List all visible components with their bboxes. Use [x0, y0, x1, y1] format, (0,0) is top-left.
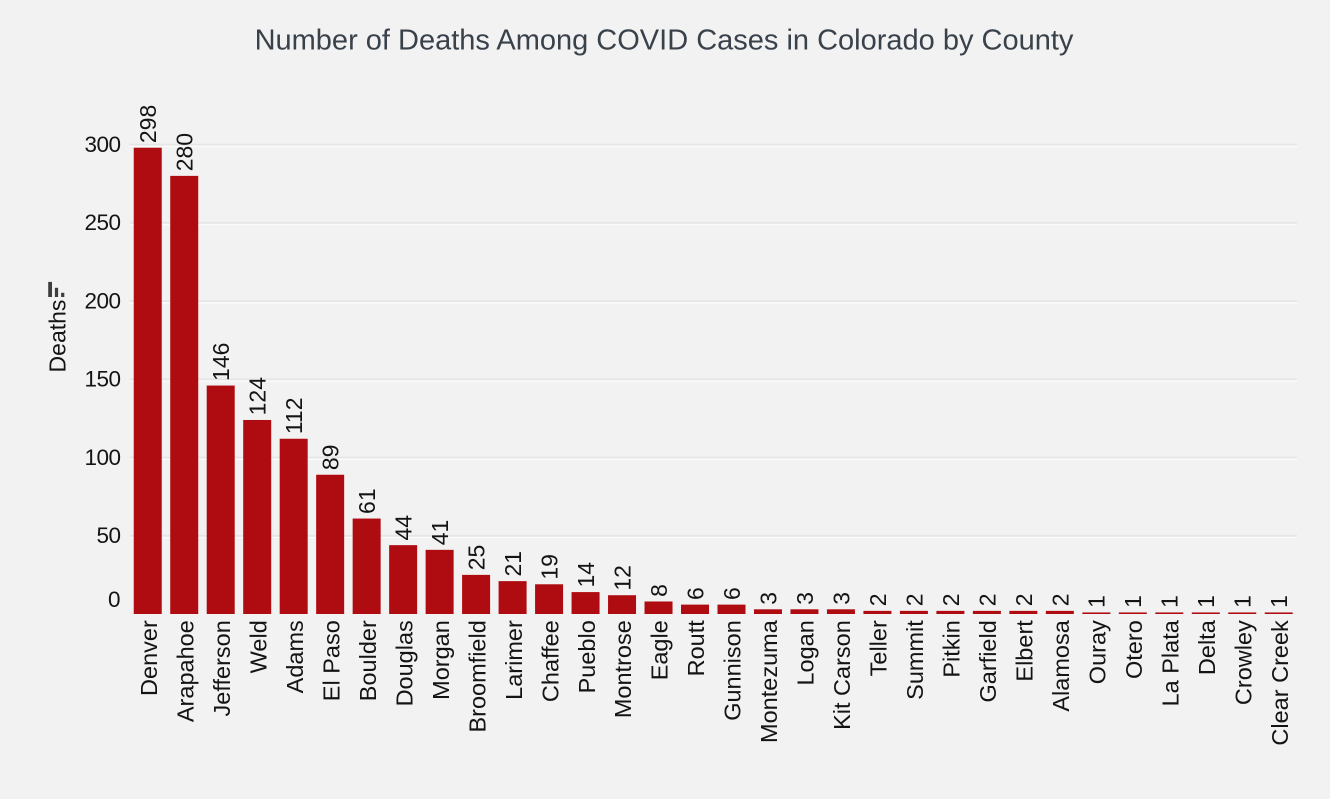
svg-text:Pitkin: Pitkin [939, 620, 965, 677]
svg-text:Routt: Routt [683, 620, 709, 677]
svg-text:Clear Creek: Clear Creek [1267, 620, 1293, 746]
svg-text:200: 200 [84, 288, 120, 313]
svg-text:Pueblo: Pueblo [574, 620, 600, 693]
svg-text:Douglas: Douglas [391, 620, 417, 706]
svg-text:Jefferson: Jefferson [209, 620, 235, 716]
svg-text:150: 150 [84, 367, 120, 392]
svg-text:Otero: Otero [1121, 620, 1147, 679]
svg-text:61: 61 [354, 488, 380, 514]
svg-text:146: 146 [208, 343, 234, 381]
svg-text:41: 41 [427, 520, 453, 546]
svg-text:1: 1 [1157, 595, 1183, 608]
svg-text:280: 280 [172, 133, 198, 171]
svg-text:La Plata: La Plata [1158, 619, 1184, 706]
svg-text:Montezuma: Montezuma [756, 619, 782, 743]
svg-text:44: 44 [391, 515, 417, 541]
svg-text:Morgan: Morgan [428, 620, 454, 700]
svg-text:Teller: Teller [866, 620, 892, 676]
svg-text:8: 8 [646, 584, 672, 597]
svg-text:124: 124 [245, 377, 271, 416]
svg-text:Eagle: Eagle [647, 620, 673, 680]
svg-text:3: 3 [792, 592, 818, 605]
svg-text:298: 298 [135, 105, 161, 143]
svg-text:1: 1 [1266, 595, 1292, 608]
svg-text:Kit Carson: Kit Carson [829, 620, 855, 730]
svg-text:Deaths: Deaths [44, 300, 70, 373]
svg-text:2: 2 [901, 593, 927, 606]
svg-text:25: 25 [464, 545, 490, 571]
svg-text:Number of Deaths Among COVID C: Number of Deaths Among COVID Cases in Co… [255, 25, 1074, 57]
svg-text:Summit: Summit [902, 620, 928, 700]
svg-text:6: 6 [682, 587, 708, 600]
svg-text:1: 1 [1193, 595, 1219, 608]
svg-text:Larimer: Larimer [501, 620, 527, 700]
svg-text:12: 12 [609, 565, 635, 591]
svg-text:50: 50 [96, 523, 120, 548]
svg-text:El Paso: El Paso [318, 620, 344, 701]
svg-text:89: 89 [318, 445, 344, 471]
svg-text:2: 2 [938, 593, 964, 606]
svg-text:Logan: Logan [793, 620, 819, 685]
svg-text:3: 3 [828, 592, 854, 605]
svg-text:Arapahoe: Arapahoe [172, 620, 198, 722]
svg-text:Ouray: Ouray [1085, 620, 1111, 684]
svg-text:250: 250 [84, 210, 120, 235]
svg-text:0: 0 [108, 587, 121, 612]
svg-text:Garfield: Garfield [975, 620, 1001, 702]
svg-text:1: 1 [1084, 595, 1110, 608]
svg-text:Adams: Adams [282, 620, 308, 693]
svg-text:1: 1 [1230, 595, 1256, 608]
svg-text:3: 3 [755, 592, 781, 605]
svg-text:6: 6 [719, 587, 745, 600]
svg-text:2: 2 [1011, 593, 1037, 606]
svg-text:2: 2 [974, 593, 1000, 606]
svg-text:Elbert: Elbert [1012, 620, 1038, 682]
svg-text:Weld: Weld [245, 620, 271, 673]
svg-text:Gunnison: Gunnison [720, 620, 746, 721]
svg-text:Crowley: Crowley [1230, 620, 1256, 705]
svg-text:112: 112 [281, 397, 307, 434]
svg-text:21: 21 [500, 551, 526, 577]
svg-text:100: 100 [84, 445, 120, 470]
svg-text:2: 2 [1047, 593, 1073, 606]
svg-text:300: 300 [84, 132, 120, 157]
svg-text:Montrose: Montrose [610, 620, 636, 718]
svg-text:Delta: Delta [1194, 619, 1220, 675]
svg-text:Alamosa: Alamosa [1048, 619, 1074, 711]
svg-text:Denver: Denver [136, 620, 162, 696]
svg-text:Broomfield: Broomfield [464, 620, 490, 732]
svg-text:2: 2 [865, 593, 891, 606]
svg-text:19: 19 [536, 554, 562, 580]
svg-text:14: 14 [573, 562, 599, 588]
svg-text:1: 1 [1120, 595, 1146, 608]
svg-text:Boulder: Boulder [355, 620, 381, 701]
svg-text:Chaffee: Chaffee [537, 620, 563, 702]
